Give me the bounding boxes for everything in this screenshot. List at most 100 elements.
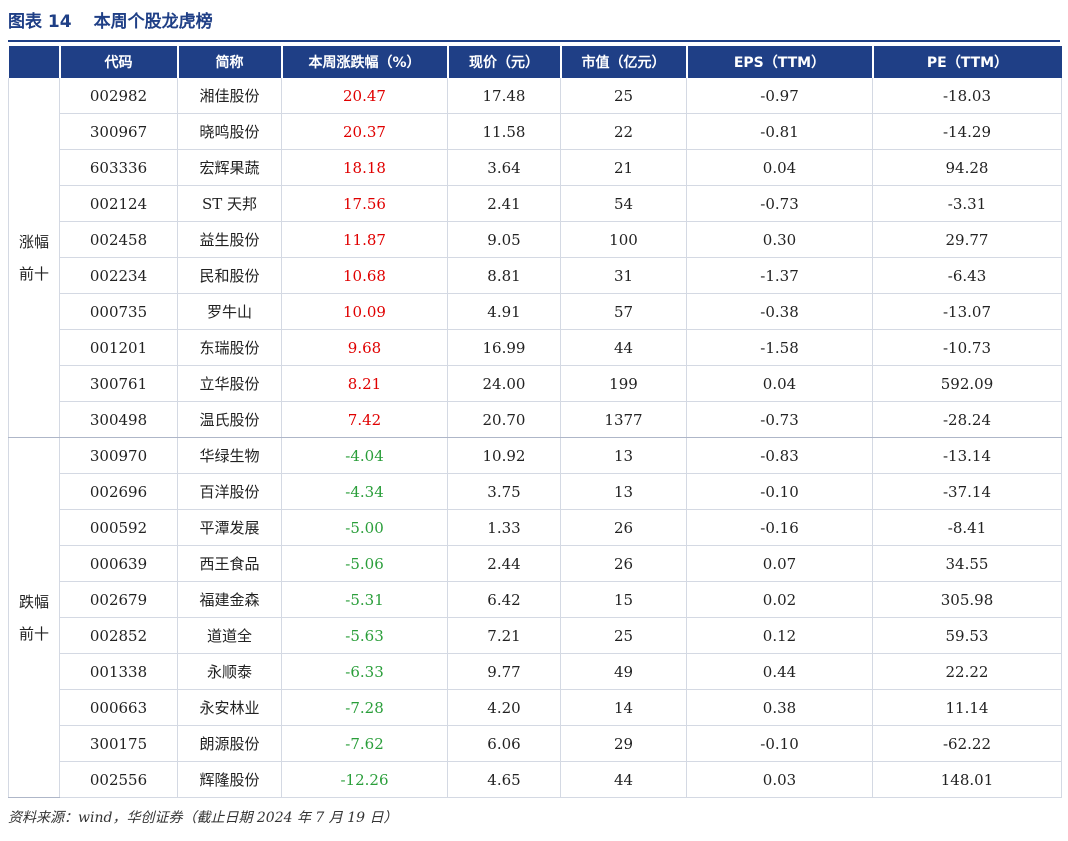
- cell-pe: -37.14: [872, 473, 1062, 510]
- cell-name: 永安林业: [177, 689, 282, 726]
- cell-change: -7.62: [281, 725, 448, 762]
- cell-change: 17.56: [281, 185, 448, 222]
- cell-name: 福建金森: [177, 581, 282, 618]
- cell-name: 民和股份: [177, 257, 282, 294]
- cell-market-cap: 25: [560, 78, 687, 114]
- table-row: 跌幅 前十 300970 华绿生物 -4.04 10.92 13 -0.83 -13.14: [8, 437, 1062, 798]
- cell-code: 002458: [59, 221, 178, 258]
- cell-market-cap: 26: [560, 509, 687, 546]
- group-label-line1: 跌幅: [18, 592, 49, 611]
- cell-price: 3.75: [447, 473, 561, 510]
- figure-number: 图表 14: [8, 12, 72, 32]
- table-row: 603336 宏辉果蔬 18.18 3.64 21 0.04 94.28: [9, 149, 1062, 186]
- cell-change: 10.68: [281, 257, 448, 294]
- cell-eps: 0.03: [686, 761, 873, 798]
- cell-change: -4.04: [281, 437, 448, 474]
- cell-code: 001201: [59, 329, 178, 366]
- header-pe: PE（TTM）: [872, 46, 1062, 78]
- group-label-losers: 跌幅 前十: [8, 437, 60, 798]
- cell-eps: 0.04: [686, 365, 873, 402]
- cell-code: 000592: [59, 509, 178, 546]
- table-row: 000639 西王食品 -5.06 2.44 26 0.07 34.55: [9, 545, 1062, 582]
- table-row: 002124 ST 天邦 17.56 2.41 54 -0.73 -3.31: [9, 185, 1062, 222]
- cell-price: 17.48: [447, 78, 561, 114]
- cell-pe: -3.31: [872, 185, 1062, 222]
- cell-change: 20.37: [281, 113, 448, 150]
- cell-market-cap: 44: [560, 761, 687, 798]
- cell-price: 9.77: [447, 653, 561, 690]
- cell-market-cap: 21: [560, 149, 687, 186]
- cell-eps: -0.97: [686, 78, 873, 114]
- cell-change: 7.42: [281, 401, 448, 438]
- cell-eps: 0.02: [686, 581, 873, 618]
- cell-market-cap: 25: [560, 617, 687, 654]
- cell-pe: 34.55: [872, 545, 1062, 582]
- cell-price: 6.42: [447, 581, 561, 618]
- cell-pe: 592.09: [872, 365, 1062, 402]
- cell-change: 10.09: [281, 293, 448, 330]
- cell-pe: -6.43: [872, 257, 1062, 294]
- cell-market-cap: 54: [560, 185, 687, 222]
- cell-change: 9.68: [281, 329, 448, 366]
- cell-market-cap: 13: [560, 473, 687, 510]
- cell-price: 20.70: [447, 401, 561, 438]
- cell-pe: 305.98: [872, 581, 1062, 618]
- cell-name: 百洋股份: [177, 473, 282, 510]
- cell-pe: -14.29: [872, 113, 1062, 150]
- cell-change: 18.18: [281, 149, 448, 186]
- cell-market-cap: 57: [560, 293, 687, 330]
- table-row: 001201 东瑞股份 9.68 16.99 44 -1.58 -10.73: [9, 329, 1062, 366]
- cell-code: 002124: [59, 185, 178, 222]
- source-note: 资料来源：wind，华创证券（截止日期 2024 年 7 月 19 日）: [8, 810, 398, 826]
- table-row: 000663 永安林业 -7.28 4.20 14 0.38 11.14: [9, 689, 1062, 726]
- cell-pe: -13.07: [872, 293, 1062, 330]
- cell-change: -4.34: [281, 473, 448, 510]
- cell-pe: 29.77: [872, 221, 1062, 258]
- cell-price: 3.64: [447, 149, 561, 186]
- cell-eps: 0.12: [686, 617, 873, 654]
- cell-code: 002234: [59, 257, 178, 294]
- header-group: [8, 46, 61, 78]
- cell-market-cap: 44: [560, 329, 687, 366]
- cell-market-cap: 31: [560, 257, 687, 294]
- cell-eps: -0.10: [686, 725, 873, 762]
- cell-market-cap: 29: [560, 725, 687, 762]
- cell-name: 立华股份: [177, 365, 282, 402]
- group-label-line2: 前十: [18, 624, 49, 643]
- cell-eps: 0.30: [686, 221, 873, 258]
- cell-name: 辉隆股份: [177, 761, 282, 798]
- cell-price: 2.44: [447, 545, 561, 582]
- cell-eps: 0.44: [686, 653, 873, 690]
- cell-code: 001338: [59, 653, 178, 690]
- cell-market-cap: 26: [560, 545, 687, 582]
- cell-eps: 0.07: [686, 545, 873, 582]
- cell-code: 000735: [59, 293, 178, 330]
- cell-eps: -0.73: [686, 401, 873, 438]
- table-row: 000592 平潭发展 -5.00 1.33 26 -0.16 -8.41: [9, 509, 1062, 546]
- cell-pe: 11.14: [872, 689, 1062, 726]
- cell-code: 300970: [59, 437, 178, 474]
- cell-pe: -62.22: [872, 725, 1062, 762]
- cell-market-cap: 14: [560, 689, 687, 726]
- cell-name: 温氏股份: [177, 401, 282, 438]
- figure-title: 图表 14 本周个股龙虎榜: [8, 6, 213, 38]
- table-body: 涨幅 前十 002982 湘佳股份 20.47 17.48 25 -0.97 -18.03 300…: [8, 78, 1062, 798]
- header-name: 简称: [177, 46, 283, 78]
- cell-change: 20.47: [281, 78, 448, 114]
- cell-name: 东瑞股份: [177, 329, 282, 366]
- cell-pe: -28.24: [872, 401, 1062, 438]
- cell-price: 7.21: [447, 617, 561, 654]
- cell-market-cap: 49: [560, 653, 687, 690]
- header-market-cap: 市值（亿元）: [560, 46, 688, 78]
- cell-price: 2.41: [447, 185, 561, 222]
- cell-pe: -18.03: [872, 78, 1062, 114]
- cell-name: 晓鸣股份: [177, 113, 282, 150]
- cell-market-cap: 100: [560, 221, 687, 258]
- cell-eps: -0.73: [686, 185, 873, 222]
- cell-name: 宏辉果蔬: [177, 149, 282, 186]
- cell-code: 300761: [59, 365, 178, 402]
- header-price: 现价（元）: [447, 46, 562, 78]
- cell-code: 002982: [59, 78, 178, 114]
- cell-code: 002696: [59, 473, 178, 510]
- cell-code: 002852: [59, 617, 178, 654]
